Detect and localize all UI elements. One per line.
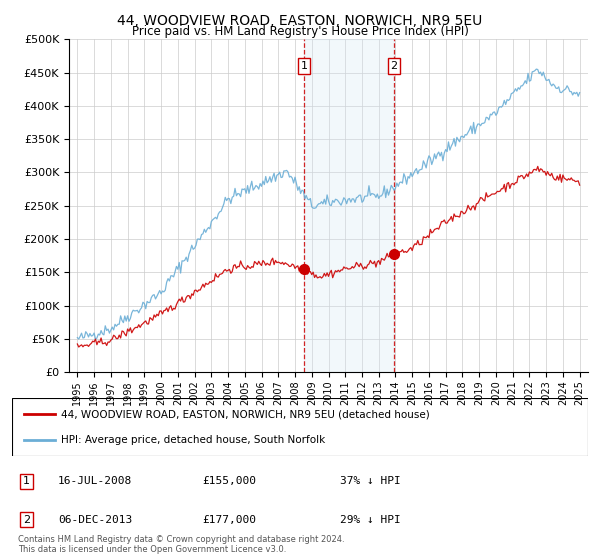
Text: 2: 2 [23,515,30,525]
Text: Price paid vs. HM Land Registry's House Price Index (HPI): Price paid vs. HM Land Registry's House … [131,25,469,38]
Text: £177,000: £177,000 [202,515,256,525]
Text: 1: 1 [23,477,30,487]
Bar [304,39,394,372]
Text: 29% ↓ HPI: 29% ↓ HPI [340,515,401,525]
Text: 16-JUL-2008: 16-JUL-2008 [58,477,133,487]
Text: 06-DEC-2013: 06-DEC-2013 [58,515,133,525]
Text: 44, WOODVIEW ROAD, EASTON, NORWICH, NR9 5EU: 44, WOODVIEW ROAD, EASTON, NORWICH, NR9 … [118,14,482,28]
Text: 44, WOODVIEW ROAD, EASTON, NORWICH, NR9 5EU (detached house): 44, WOODVIEW ROAD, EASTON, NORWICH, NR9 … [61,409,430,419]
Text: Contains HM Land Registry data © Crown copyright and database right 2024.
This d: Contains HM Land Registry data © Crown c… [18,535,344,554]
Text: 2: 2 [391,61,398,71]
Text: £155,000: £155,000 [202,477,256,487]
Text: HPI: Average price, detached house, South Norfolk: HPI: Average price, detached house, Sout… [61,435,325,445]
Text: 1: 1 [301,61,308,71]
Text: 37% ↓ HPI: 37% ↓ HPI [340,477,401,487]
